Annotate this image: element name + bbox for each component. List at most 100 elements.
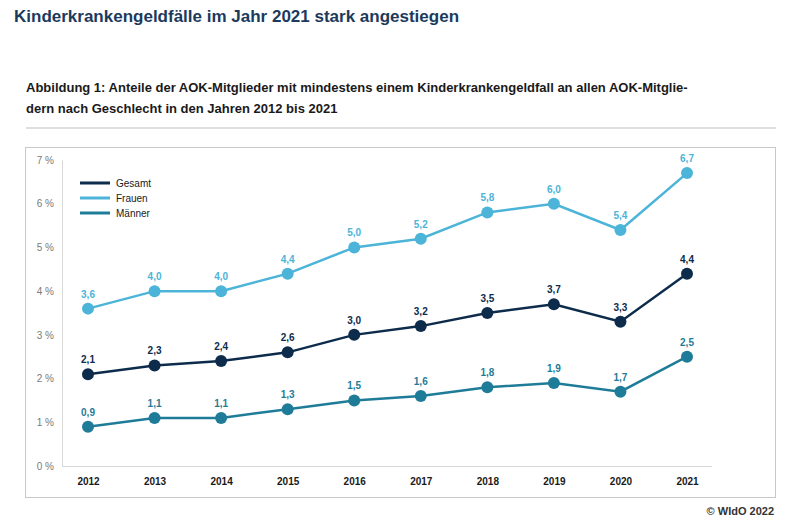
y-tick: 7 % [37,155,62,166]
data-label: 4,4 [680,254,694,265]
data-label: 4,0 [148,271,162,282]
x-tick: 2013 [144,466,167,487]
x-tick: 2021 [676,466,699,487]
y-tick: 1 % [37,417,62,428]
data-label: 1,1 [148,398,162,409]
data-label: 3,7 [547,284,561,295]
data-label: 2,5 [680,337,694,348]
x-tick-label: 2019 [543,476,566,487]
series-point [614,386,626,398]
series-point [282,268,294,280]
y-axis-line [62,161,63,467]
data-label: 1,6 [414,376,428,387]
x-tick-label: 2021 [676,476,699,487]
data-label: 5,4 [613,210,627,221]
data-label: 3,2 [414,306,428,317]
y-tick-label: 6 % [37,198,54,209]
y-tick: 4 % [37,286,62,297]
chart: Kinderkrankengeldfälle im Jahr 2021 star… [0,0,800,524]
x-tick-label: 2015 [277,476,300,487]
data-label: 6,7 [680,153,694,164]
data-label: 3,5 [480,293,494,304]
x-tick-label: 2020 [610,476,633,487]
data-label: 5,2 [414,219,428,230]
data-label: 2,3 [148,345,162,356]
x-tick: 2012 [77,466,100,487]
series-point [348,241,360,253]
x-axis-line [62,466,712,467]
series-point [614,224,626,236]
data-label: 1,5 [347,380,361,391]
chart-frame [26,148,776,498]
data-label: 5,8 [480,192,494,203]
series-point [348,394,360,406]
series-point [481,206,493,218]
series-point [415,320,427,332]
data-label: 0,9 [81,407,95,418]
x-tick: 2014 [210,466,233,487]
y-tick-label: 4 % [37,286,54,297]
x-tick-label: 2016 [344,476,367,487]
y-tick-label: 5 % [37,242,54,253]
data-label: 5,0 [347,227,361,238]
y-tick-label: 0 % [37,461,54,472]
plot-area [82,167,693,433]
data-label: 2,1 [81,354,95,365]
y-tick-label: 7 % [37,155,54,166]
x-tick: 2015 [277,466,300,487]
series-line [88,274,687,375]
separator [26,128,776,129]
data-label: 1,9 [547,363,561,374]
series-point [282,403,294,415]
series-point [415,233,427,245]
series-point [681,167,693,179]
series-point [82,368,94,380]
data-label: 4,0 [214,271,228,282]
legend-label: Männer [116,208,151,219]
series-point [149,359,161,371]
series-point [415,390,427,402]
data-label: 1,7 [613,372,627,383]
legend-label: Gesamt [116,178,151,189]
series-point [548,298,560,310]
legend-swatch [80,197,110,200]
series-point [282,346,294,358]
series-point [215,412,227,424]
legend-label: Frauen [116,193,148,204]
y-tick-label: 3 % [37,330,54,341]
y-axis: 0 % 1 % 2 % 3 % 4 % 5 % 6 % 7 % [37,155,63,472]
series-point [481,307,493,319]
series-point [548,198,560,210]
x-tick: 2019 [543,466,566,487]
x-tick: 2020 [610,466,633,487]
legend-swatch [80,182,110,185]
data-label: 2,4 [214,341,228,352]
data-label: 3,0 [347,315,361,326]
data-label: 3,3 [613,302,627,313]
subtitle: dern nach Geschlecht in den Jahren 2012 … [26,101,337,116]
y-tick-label: 1 % [37,417,54,428]
y-tick: 0 % [37,461,62,472]
data-label: 1,8 [480,367,494,378]
legend-swatch [80,212,110,215]
data-label: 2,6 [281,332,295,343]
y-tick: 3 % [37,330,62,341]
title: Kinderkrankengeldfälle im Jahr 2021 star… [14,7,459,26]
series-point [481,381,493,393]
x-tick: 2018 [477,466,500,487]
y-tick: 5 % [37,242,62,253]
series-point [614,316,626,328]
x-tick-label: 2014 [210,476,233,487]
series-point [149,412,161,424]
series-point [82,303,94,315]
x-tick-label: 2017 [410,476,433,487]
x-tick-label: 2013 [144,476,167,487]
x-tick: 2016 [344,466,367,487]
y-tick: 6 % [37,198,62,209]
data-label: 6,0 [547,184,561,195]
x-tick: 2017 [410,466,433,487]
subtitle: Abbildung 1: Anteile der AOK-Mitglieder … [26,80,688,95]
data-labels: 2,12,32,42,63,03,23,53,73,34,43,64,04,04… [81,153,694,418]
series-point [82,421,94,433]
y-tick-label: 2 % [37,373,54,384]
